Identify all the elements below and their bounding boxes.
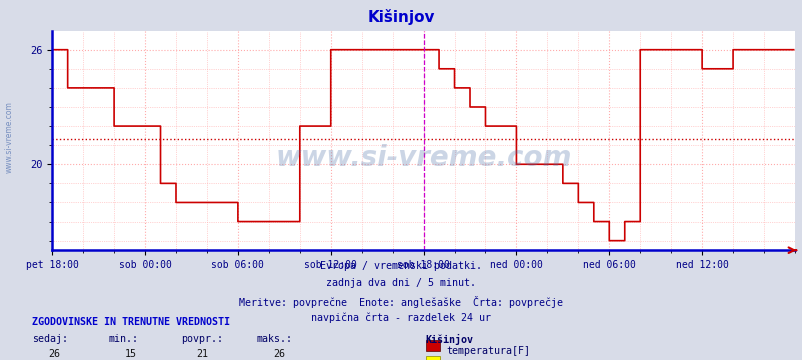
Text: ZGODOVINSKE IN TRENUTNE VREDNOSTI: ZGODOVINSKE IN TRENUTNE VREDNOSTI [32, 317, 230, 327]
Text: Evropa / vremenski podatki.: Evropa / vremenski podatki. [320, 261, 482, 271]
Text: Kišinjov: Kišinjov [367, 9, 435, 25]
Text: min.:: min.: [108, 334, 138, 344]
Text: 21: 21 [196, 349, 209, 359]
Text: 15: 15 [124, 349, 136, 359]
Text: 26: 26 [273, 349, 285, 359]
Text: www.si-vreme.com: www.si-vreme.com [4, 101, 14, 173]
Text: 26: 26 [48, 349, 60, 359]
Text: Meritve: povprečne  Enote: anglešaške  Črta: povprečje: Meritve: povprečne Enote: anglešaške Črt… [239, 296, 563, 307]
Text: Kišinjov: Kišinjov [425, 334, 473, 345]
Text: zadnja dva dni / 5 minut.: zadnja dva dni / 5 minut. [326, 278, 476, 288]
Text: povpr.:: povpr.: [180, 334, 222, 344]
Text: maks.:: maks.: [257, 334, 293, 344]
Text: www.si-vreme.com: www.si-vreme.com [275, 144, 571, 172]
Text: navpična črta - razdelek 24 ur: navpična črta - razdelek 24 ur [311, 313, 491, 323]
Text: sedaj:: sedaj: [32, 334, 68, 344]
Text: temperatura[F]: temperatura[F] [446, 346, 530, 356]
